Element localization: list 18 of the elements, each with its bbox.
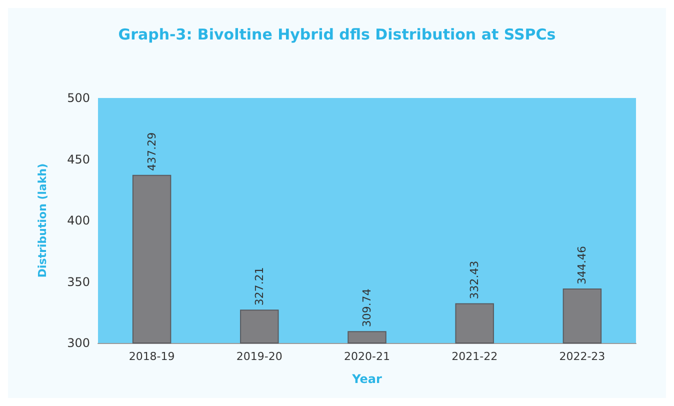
chart-title: Graph-3: Bivoltine Hybrid dfls Distribution at SSPCs bbox=[118, 26, 556, 44]
data-label: 332.43 bbox=[468, 260, 482, 300]
y-tick-label: 400 bbox=[67, 214, 90, 228]
x-tick-label: 2020-21 bbox=[344, 350, 390, 363]
y-tick-label: 300 bbox=[67, 336, 90, 350]
data-label: 309.74 bbox=[360, 288, 374, 328]
x-tick-label: 2019-20 bbox=[236, 350, 282, 363]
x-axis-title: Year bbox=[351, 372, 382, 386]
x-tick-label: 2018-19 bbox=[128, 350, 175, 363]
y-tick-label: 500 bbox=[67, 91, 90, 105]
y-tick-label: 450 bbox=[67, 152, 90, 166]
data-label: 327.21 bbox=[252, 267, 266, 306]
y-axis-title: Distribution (lakh) bbox=[36, 163, 49, 278]
x-tick-label: 2022-23 bbox=[559, 350, 606, 363]
x-tick-label: 2021-22 bbox=[452, 350, 498, 363]
data-label: 437.29 bbox=[145, 132, 158, 171]
data-label: 344.46 bbox=[576, 246, 589, 285]
y-tick-label: 350 bbox=[67, 274, 90, 289]
